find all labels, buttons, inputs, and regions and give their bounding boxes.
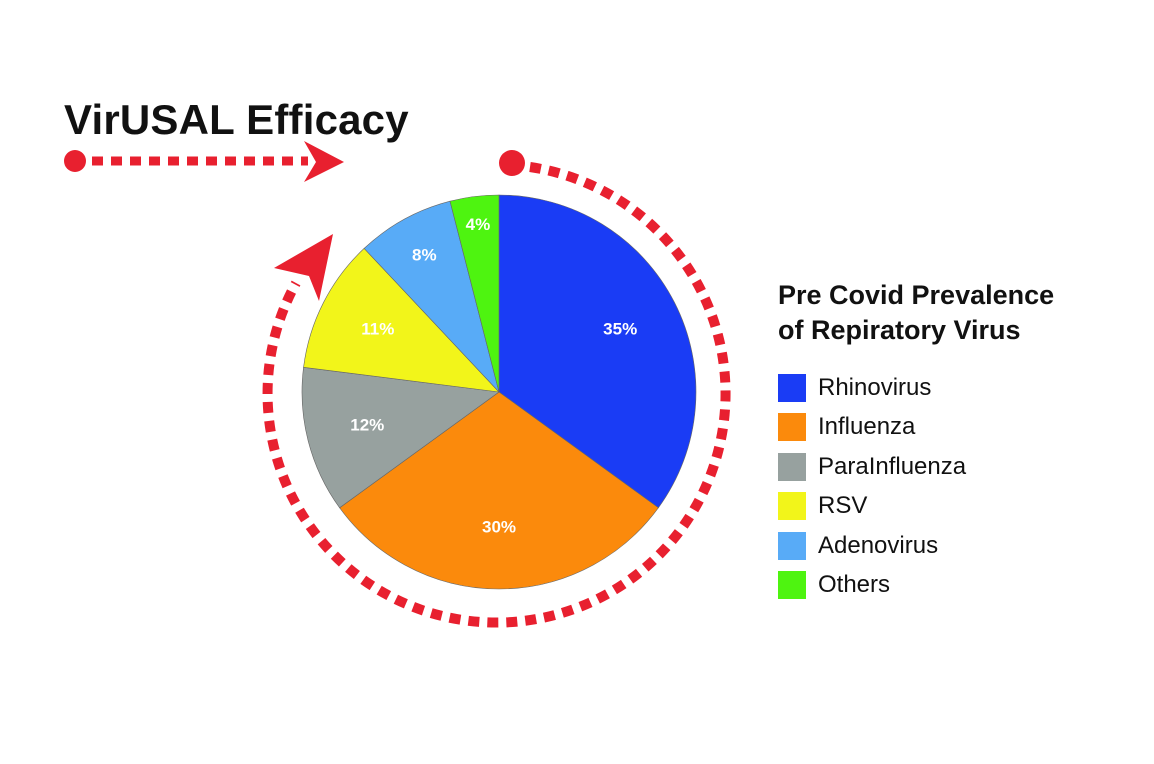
pie-slice-others [449, 194, 500, 393]
pie-slice-labels: 35% 30% 12% 11% 8% 4% [350, 215, 637, 537]
slice-label-parainfluenza: 12% [350, 415, 384, 434]
legend-label: Others [818, 571, 891, 599]
chart-title: VirUSAL Efficacy [64, 96, 409, 143]
pie-slices [301, 194, 697, 590]
legend-items: Rhinovirus Influenza ParaInfluenza RSV Adeno… [778, 368, 1054, 605]
dotted-circular-arrow-icon [262, 150, 731, 628]
legend-label: Adenovirus [818, 531, 939, 559]
pie-slice-parainfluenza [301, 366, 500, 509]
legend-label: Influenza [818, 413, 916, 441]
slice-label-rhinovirus: 35% [603, 320, 637, 339]
legend-title: Pre Covid Prevalence of Repiratory Virus [778, 280, 1055, 345]
slice-label-others: 4% [466, 215, 491, 234]
dotted-arrow-icon [64, 141, 344, 182]
slice-label-adenovirus: 8% [412, 246, 437, 265]
legend-item-influenza: Influenza [778, 408, 1054, 448]
legend-item-rsv: RSV [778, 487, 1054, 527]
legend-swatch [778, 413, 806, 442]
legend-item-parainfluenza: ParaInfluenza [778, 447, 1054, 487]
pie-slice-adenovirus [363, 200, 500, 393]
legend-item-rhinovirus: Rhinovirus [778, 368, 1054, 408]
legend-swatch [778, 531, 806, 560]
pie-slice-rhinovirus [498, 194, 697, 509]
legend-swatch [778, 373, 806, 402]
legend-item-others: Others [778, 566, 1054, 606]
pie-slice-rsv [303, 247, 500, 393]
legend-item-adenovirus: Adenovirus [778, 526, 1054, 566]
legend: Pre Covid Prevalence of Repiratory Virus… [778, 278, 1054, 605]
slice-label-influenza: 30% [482, 517, 516, 536]
legend-label: RSV [818, 492, 868, 520]
legend-label: Rhinovirus [818, 373, 932, 401]
legend-label: ParaInfluenza [818, 452, 967, 480]
pie-slice-influenza [339, 391, 659, 590]
legend-swatch [778, 492, 806, 521]
legend-swatch [778, 452, 806, 481]
slice-label-rsv: 11% [361, 320, 394, 339]
legend-swatch [778, 571, 806, 600]
